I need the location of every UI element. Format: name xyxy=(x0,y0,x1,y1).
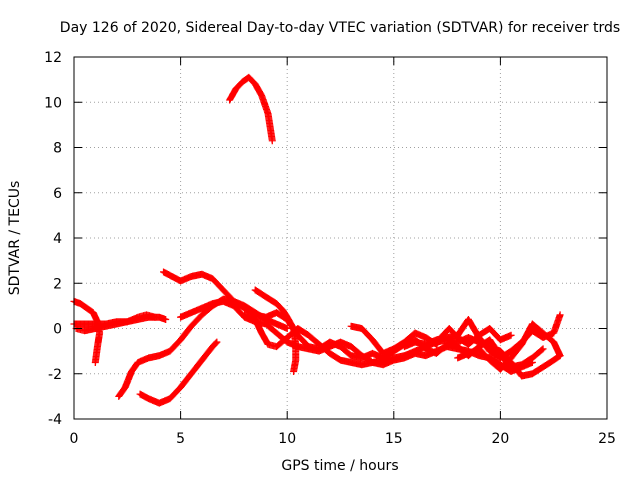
series-markers xyxy=(454,320,564,373)
tick-marks xyxy=(73,56,608,420)
series-markers xyxy=(251,286,300,375)
y-axis-label: SDTVAR / TECUs xyxy=(7,181,23,296)
x-tick-label: 25 xyxy=(598,431,616,447)
y-tick-label: 12 xyxy=(44,50,62,66)
series-6 xyxy=(136,338,221,407)
y-tick-label: 10 xyxy=(44,95,62,111)
x-tick-label: 15 xyxy=(385,431,403,447)
y-tick-label: 0 xyxy=(53,322,62,338)
series-markers xyxy=(115,295,291,400)
series-5 xyxy=(115,295,291,400)
x-tick-label: 0 xyxy=(70,431,79,447)
chart-title: Day 126 of 2020, Sidereal Day-to-day VTE… xyxy=(60,20,620,36)
series-1 xyxy=(226,73,276,145)
series-markers xyxy=(136,338,221,407)
tick-labels: 0 5 10 15 20 25 -4 -2 0 2 4 6 8 10 12 xyxy=(44,50,616,447)
x-axis-label: GPS time / hours xyxy=(281,458,398,474)
series-10 xyxy=(251,286,300,375)
series-markers xyxy=(226,73,276,145)
series-13 xyxy=(454,320,564,373)
y-tick-label: 6 xyxy=(53,186,62,202)
x-tick-label: 20 xyxy=(491,431,509,447)
x-tick-label: 5 xyxy=(176,431,185,447)
data-points xyxy=(70,73,564,407)
y-tick-label: 4 xyxy=(53,231,62,247)
y-tick-label: 2 xyxy=(53,276,62,292)
x-tick-label: 10 xyxy=(278,431,296,447)
y-tick-label: 8 xyxy=(53,141,62,157)
y-tick-label: -2 xyxy=(48,367,62,383)
y-tick-label: -4 xyxy=(48,412,62,428)
